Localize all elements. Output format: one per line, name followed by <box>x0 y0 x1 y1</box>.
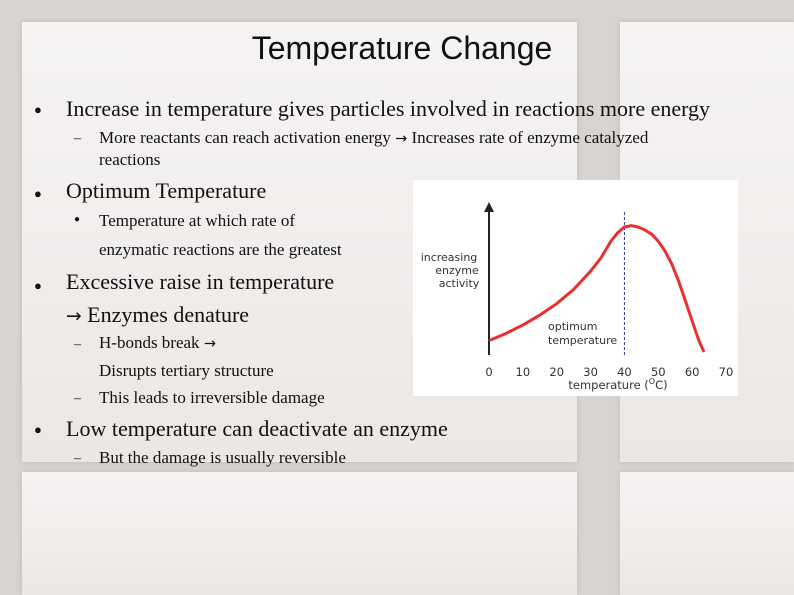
bullet-dot-icon: ● <box>34 278 42 293</box>
x-tick-label: 40 <box>617 365 632 379</box>
sub-bullet-line: reactions <box>99 150 161 169</box>
sub-bullet-line: Increases rate of enzyme catalyzed <box>411 128 649 147</box>
x-axis-label-unit: C) <box>655 378 668 392</box>
dash-icon: – <box>74 131 81 146</box>
bullet-text-segment: Enzymes denature <box>87 302 250 327</box>
bullet-text: Low temperature can deactivate an enzyme <box>66 416 448 441</box>
sub-bullet-line: This leads to irreversible damage <box>99 388 325 407</box>
background-tile <box>22 472 577 595</box>
x-tick-label: 0 <box>485 365 492 379</box>
bullet-dot-icon: ● <box>74 214 81 225</box>
x-tick-label: 30 <box>583 365 598 379</box>
x-tick-label: 70 <box>719 365 734 379</box>
y-axis-label-line: enzyme <box>435 264 479 277</box>
chart-svg: increasing enzyme activity optimum tempe… <box>421 202 733 392</box>
sub-bullet-line: Disrupts tertiary structure <box>99 361 274 380</box>
x-axis-label-sup: O <box>649 377 655 386</box>
y-axis-arrow-icon <box>484 202 494 212</box>
bullet-dot-icon: ● <box>34 186 42 201</box>
x-tick-label: 20 <box>549 365 564 379</box>
x-tick-labels: 0 10 20 30 40 50 60 70 <box>485 365 733 379</box>
x-tick-label: 50 <box>651 365 666 379</box>
arrow-right-icon: → <box>66 306 82 327</box>
dash-icon: – <box>74 391 81 406</box>
sub-bullet-line: But the damage is usually reversible <box>99 448 346 467</box>
sub-bullet-line: enzymatic reactions are the greatest <box>99 240 342 259</box>
sub-bullet-line: H-bonds break <box>99 333 200 352</box>
sub-bullet-text: H-bonds break → <box>99 329 216 358</box>
background-tile <box>620 472 794 595</box>
y-axis-label-line: activity <box>439 277 480 290</box>
bullet-text: Optimum Temperature <box>66 178 267 203</box>
bullet-text: Excessive raise in temperature <box>66 269 335 294</box>
sub-bullet-line: More reactants can reach activation ener… <box>99 128 391 147</box>
bullet-text-line: → Enzymes denature <box>66 302 249 328</box>
sub-bullet-text: More reactants can reach activation ener… <box>99 124 648 153</box>
arrow-right-icon: → <box>203 336 216 352</box>
x-tick-label: 60 <box>685 365 700 379</box>
bullet-dot-icon: ● <box>34 422 42 437</box>
x-tick-label: 10 <box>516 365 531 379</box>
dash-icon: – <box>74 451 81 466</box>
arrow-right-icon: → <box>395 131 408 147</box>
dash-icon: – <box>74 337 81 352</box>
annotation-line: temperature <box>548 334 617 347</box>
annotation-line: optimum <box>548 320 597 333</box>
y-axis-label-line: increasing <box>421 251 478 264</box>
slide-title: Temperature Change <box>251 30 553 66</box>
bullet-dot-icon: ● <box>34 102 42 117</box>
enzyme-activity-chart: increasing enzyme activity optimum tempe… <box>413 180 738 396</box>
series-line <box>488 224 706 353</box>
sub-bullet-line: Temperature at which rate of <box>99 211 296 230</box>
x-axis-label: temperature (OC) <box>568 377 667 392</box>
bullet-text: Increase in temperature gives particles … <box>66 96 711 121</box>
x-axis-label-text: temperature ( <box>568 378 648 392</box>
